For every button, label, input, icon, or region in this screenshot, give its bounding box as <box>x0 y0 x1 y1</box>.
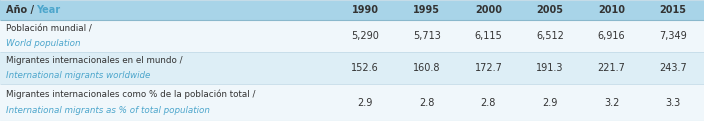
Text: 6,512: 6,512 <box>536 31 564 41</box>
Text: 5,713: 5,713 <box>413 31 441 41</box>
Text: 2.9: 2.9 <box>358 98 373 107</box>
Text: World population: World population <box>6 39 80 48</box>
Text: 6,115: 6,115 <box>474 31 502 41</box>
Text: 2005: 2005 <box>536 5 563 15</box>
Text: 5,290: 5,290 <box>351 31 379 41</box>
Text: 2000: 2000 <box>475 5 502 15</box>
Text: 2.9: 2.9 <box>542 98 558 107</box>
Text: 3.2: 3.2 <box>604 98 620 107</box>
Bar <box>0 52 704 84</box>
Text: Migrantes internacionales en el mundo /: Migrantes internacionales en el mundo / <box>6 57 182 65</box>
Bar <box>0 20 704 52</box>
Text: 2010: 2010 <box>598 5 625 15</box>
Text: 1995: 1995 <box>413 5 440 15</box>
Text: 3.3: 3.3 <box>665 98 681 107</box>
Text: 221.7: 221.7 <box>598 63 626 73</box>
Text: 1990: 1990 <box>352 5 379 15</box>
Text: 2.8: 2.8 <box>481 98 496 107</box>
Text: 2015: 2015 <box>660 5 686 15</box>
Text: 191.3: 191.3 <box>536 63 564 73</box>
Text: 6,916: 6,916 <box>598 31 625 41</box>
Bar <box>0 84 704 121</box>
Text: Year: Year <box>36 5 60 15</box>
Bar <box>0 0 704 20</box>
Text: Población mundial /: Población mundial / <box>6 24 92 34</box>
Text: Migrantes internacionales como % de la población total /: Migrantes internacionales como % de la p… <box>6 90 256 99</box>
Text: 243.7: 243.7 <box>660 63 687 73</box>
Text: Año /: Año / <box>6 5 37 15</box>
Text: 172.7: 172.7 <box>474 63 503 73</box>
Text: 160.8: 160.8 <box>413 63 441 73</box>
Text: International migrants worldwide: International migrants worldwide <box>6 71 151 79</box>
Text: 2.8: 2.8 <box>419 98 434 107</box>
Text: 152.6: 152.6 <box>351 63 379 73</box>
Text: International migrants as % of total population: International migrants as % of total pop… <box>6 106 210 115</box>
Text: 7,349: 7,349 <box>660 31 687 41</box>
